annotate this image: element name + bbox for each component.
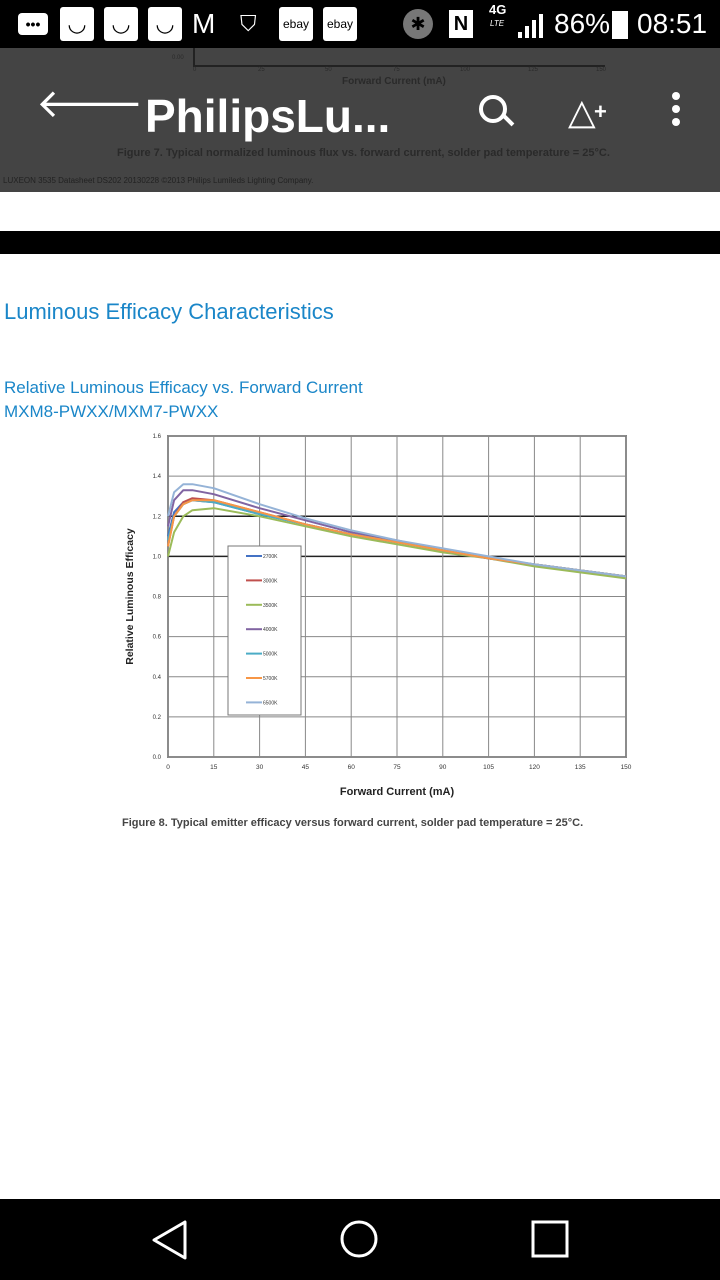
page-separator (0, 231, 720, 254)
shield-wifi-icon: ⛉ (240, 11, 257, 36)
home-nav-button[interactable] (339, 1219, 379, 1259)
drive-add-icon: △ (568, 91, 596, 132)
x-tick-label: 75 (393, 764, 401, 771)
x-tick-label: 135 (575, 764, 586, 771)
bluetooth-icon: ✱ (403, 9, 433, 39)
y-tick-label: 1.2 (153, 514, 162, 520)
x-axis-label: Forward Current (mA) (340, 786, 455, 798)
clock: 08:51 (637, 8, 708, 39)
legend-label: 5000K (263, 652, 278, 658)
back-button[interactable]: 🡐 (36, 82, 144, 126)
y-tick-label: 0.0 (153, 755, 162, 761)
more-icon: ••• (18, 13, 48, 35)
x-tick-label: 90 (439, 764, 447, 771)
behind-tick: 0.00 (172, 55, 184, 61)
search-button[interactable] (476, 92, 516, 132)
search-icon (479, 95, 507, 123)
more-vert-icon (668, 92, 684, 126)
signal-icon (518, 12, 548, 38)
legend-label: 5700K (263, 676, 278, 682)
series-line-6500K (167, 483, 627, 578)
behind-tick: 100 (460, 67, 471, 73)
efficacy-chart: 0.0 0.2 0.4 0.6 0.8 1.0 1.2 1.4 1.6 0 15 30 45 60 75 90… (124, 434, 632, 798)
y-axis-label: Relative Luminous Efficacy (124, 528, 136, 665)
x-tick-label: 60 (348, 764, 356, 771)
chart-subtitle: MXM8-PWXX/MXM7-PWXX (4, 402, 219, 421)
y-tick-label: 0.4 (153, 675, 162, 681)
bag-icon: ◡ (148, 7, 182, 41)
legend (227, 545, 302, 716)
x-tick-label: 120 (529, 764, 540, 771)
bag-icon: ◡ (104, 7, 138, 41)
x-tick-label: 45 (302, 764, 310, 771)
back-nav-button[interactable] (150, 1219, 190, 1261)
figure-caption: Figure 8. Typical emitter efficacy versu… (122, 817, 584, 829)
legend-label: 3500K (263, 603, 278, 609)
add-to-drive-button[interactable]: △ + (568, 91, 607, 132)
x-tick-label: 105 (483, 764, 494, 771)
y-tick-label: 1.0 (153, 554, 162, 560)
y-tick-label: 0.6 (153, 635, 162, 641)
y-tick-label: 1.6 (153, 434, 162, 440)
behind-tick: 150 (596, 67, 607, 73)
ebay-icon: ebay (323, 7, 357, 41)
behind-caption: Figure 7. Typical normalized luminous fl… (117, 147, 610, 159)
behind-tick: 125 (528, 67, 539, 73)
behind-tick: 0 (193, 67, 197, 73)
behind-tick: 50 (325, 67, 332, 73)
navigation-bar (0, 1199, 720, 1280)
behind-tick: 75 (393, 67, 400, 73)
behind-tick: 25 (258, 67, 265, 73)
y-tick-label: 1.4 (153, 474, 162, 480)
legend-label: 3000K (263, 578, 278, 584)
gmail-icon: M (192, 8, 216, 39)
more-options-button[interactable] (668, 92, 684, 128)
behind-axis-label: Forward Current (mA) (342, 76, 446, 87)
ebay-icon: ebay (279, 7, 313, 41)
document-title: PhilipsLu... (145, 90, 391, 142)
behind-footer: LUXEON 3535 Datasheet DS202 20130228 ©20… (3, 176, 314, 185)
recents-nav-button[interactable] (531, 1220, 569, 1258)
y-tick-label: 0.8 (153, 595, 162, 601)
x-tick-label: 150 (621, 764, 632, 771)
status-bar: ••• ◡ ◡ ◡ M ⛉ ebay ebay ✱ N 4G LTE 86% 0… (0, 0, 720, 48)
bag-icon: ◡ (60, 7, 94, 41)
nfc-icon: N (449, 10, 473, 38)
x-tick-label: 15 (210, 764, 218, 771)
battery-percent: 86% (554, 8, 611, 39)
network-type: 4G (489, 2, 507, 17)
x-tick-label: 30 (256, 764, 264, 771)
app-bar: 0.00 0 25 50 75 100 125 150 Forward Curr… (0, 48, 720, 192)
section-title: Luminous Efficacy Characteristics (4, 299, 334, 324)
legend-label: 2700K (263, 554, 278, 560)
series-line-3500K (167, 507, 627, 580)
battery-icon (612, 11, 628, 39)
x-tick-label: 0 (166, 764, 170, 771)
network-sub: LTE (490, 19, 505, 28)
legend-label: 6500K (263, 700, 278, 706)
y-tick-label: 0.2 (153, 715, 162, 721)
chart-title: Relative Luminous Efficacy vs. Forward C… (4, 378, 363, 397)
legend-label: 4000K (263, 627, 278, 633)
